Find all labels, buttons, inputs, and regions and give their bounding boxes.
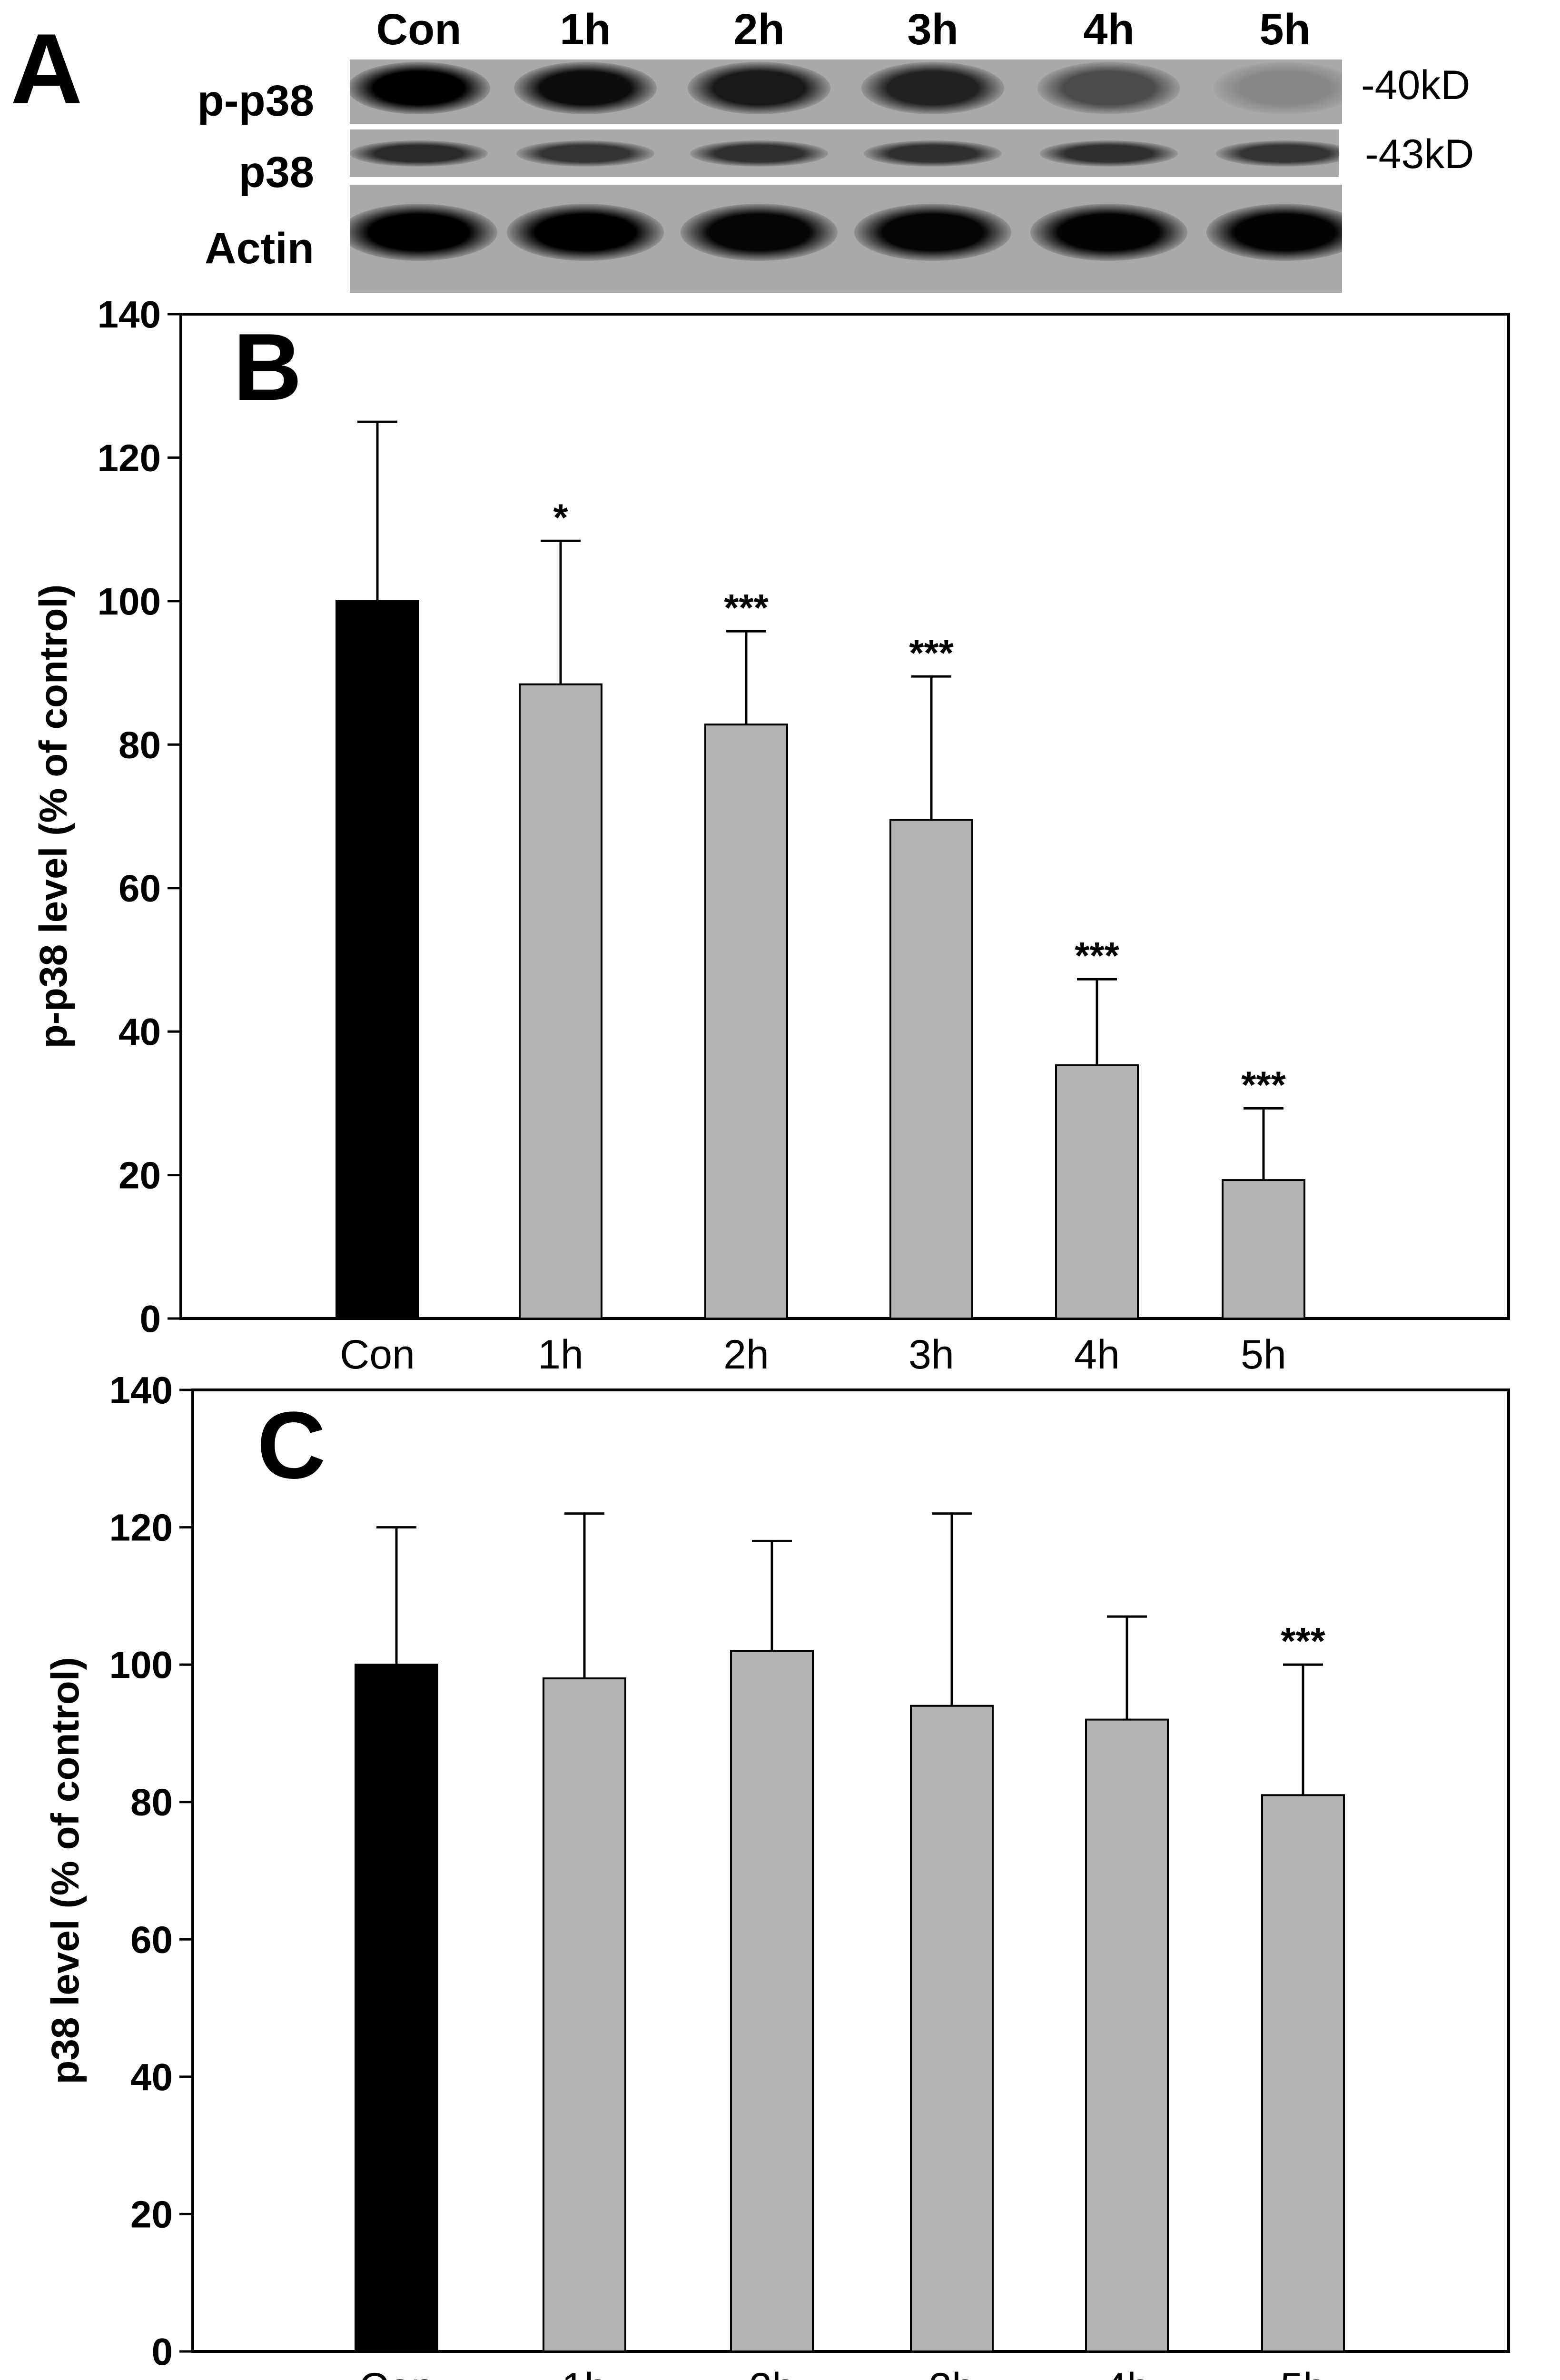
y-tick-label: 140 xyxy=(98,295,161,336)
blot-strip-actin xyxy=(350,185,1342,293)
significance-marker: *** xyxy=(909,632,954,674)
blot-lane-label: 1h xyxy=(560,5,611,54)
bar-5h xyxy=(1261,1794,1345,2352)
blot-lane-label: 2h xyxy=(733,5,785,54)
bar-con xyxy=(336,600,419,1319)
x-tick-label: 4h xyxy=(1104,2365,1150,2380)
y-tick-label: 140 xyxy=(109,1371,173,1411)
y-tick-label: 100 xyxy=(109,1644,173,1686)
x-tick-label: 5h xyxy=(1241,1332,1286,1378)
band-p-p38 xyxy=(1037,62,1180,114)
bar-2h xyxy=(704,724,788,1319)
bar-1h xyxy=(519,683,602,1320)
band-p-p38 xyxy=(514,62,657,114)
blot-lane-label: 4h xyxy=(1083,5,1135,54)
band-actin xyxy=(507,204,664,261)
significance-marker: *** xyxy=(1075,934,1119,977)
blot-row-label-actin: Actin xyxy=(205,224,314,273)
bar-3h xyxy=(910,1705,994,2353)
x-tick-label: 4h xyxy=(1074,1332,1120,1378)
bar-1h xyxy=(543,1677,626,2352)
blot-strip-p-p38 xyxy=(350,60,1342,124)
band-actin xyxy=(1206,204,1342,261)
panel-letter: B xyxy=(233,314,302,420)
bar-3h xyxy=(889,819,973,1319)
plot-frame xyxy=(179,313,1510,1320)
y-tick-label: 120 xyxy=(98,436,161,479)
x-tick-label: 1h xyxy=(538,1332,583,1378)
x-tick-label: 2h xyxy=(749,2365,795,2380)
x-tick-label: 1h xyxy=(562,2365,607,2380)
bar-4h xyxy=(1055,1064,1139,1319)
x-tick-label: 2h xyxy=(723,1332,769,1378)
y-tick-label: 0 xyxy=(152,2330,173,2373)
y-tick-label: 100 xyxy=(98,580,161,623)
y-tick-label: 20 xyxy=(118,1154,161,1197)
y-tick-label: 20 xyxy=(130,2193,173,2235)
y-axis-label: p-p38 level (% of control) xyxy=(32,585,75,1049)
y-tick-label: 80 xyxy=(130,1781,173,1824)
band-p38 xyxy=(1040,140,1178,167)
significance-marker: *** xyxy=(724,586,769,629)
band-p-p38 xyxy=(1214,62,1342,114)
x-tick-label: Con xyxy=(359,2365,434,2380)
band-p38 xyxy=(864,140,1002,167)
y-tick-label: 40 xyxy=(130,2056,173,2098)
marker-label-43kd: -43kD xyxy=(1365,131,1474,177)
y-tick-label: 120 xyxy=(109,1507,173,1549)
x-tick-label: Con xyxy=(340,1332,415,1378)
y-tick-label: 80 xyxy=(118,724,161,766)
blot-strip-p38 xyxy=(350,129,1339,177)
y-tick-label: 60 xyxy=(118,867,161,910)
band-actin xyxy=(350,204,497,261)
blot-lane-label: 5h xyxy=(1259,5,1311,54)
significance-marker: *** xyxy=(1241,1063,1286,1106)
x-tick-label: 5h xyxy=(1280,2365,1326,2380)
band-actin xyxy=(681,204,838,261)
band-p-p38 xyxy=(861,62,1004,114)
blot-lane-label: 3h xyxy=(907,5,958,54)
bar-con xyxy=(355,1664,438,2353)
blot-row-label-p-p38: p-p38 xyxy=(197,77,314,125)
significance-marker: * xyxy=(553,496,568,538)
chart-b: 0 20 40 60 80 100 120 140 p-p38 level (% of cont… xyxy=(32,295,1510,1378)
y-tick-label: 60 xyxy=(130,1918,173,1961)
y-axis-label: p38 level (% of control) xyxy=(44,1657,87,2084)
x-tick-label: 3h xyxy=(908,1332,954,1378)
band-p-p38 xyxy=(688,62,830,114)
blot-row-label-p38: p38 xyxy=(238,148,314,197)
x-tick-label: 3h xyxy=(929,2365,975,2380)
chart-c: 0 20 40 60 80 100 120 140 p38 level (% of contro… xyxy=(44,1371,1510,2380)
y-tick-label: 40 xyxy=(118,1011,161,1053)
panel-letter: C xyxy=(257,1392,326,1498)
band-actin xyxy=(1030,204,1187,261)
band-p38 xyxy=(690,140,828,167)
band-p-p38 xyxy=(350,62,490,114)
marker-label-40kd: -40kD xyxy=(1361,62,1471,108)
plot-frame xyxy=(191,1388,1510,2353)
band-p38 xyxy=(516,140,654,167)
band-actin xyxy=(854,204,1011,261)
panel-a-letter: A xyxy=(10,13,83,125)
bar-2h xyxy=(730,1650,814,2352)
bar-5h xyxy=(1222,1179,1305,1320)
band-p38 xyxy=(1216,140,1339,167)
band-p38 xyxy=(350,140,488,167)
bar-4h xyxy=(1085,1718,1169,2352)
y-tick-label: 0 xyxy=(140,1298,161,1340)
significance-marker: *** xyxy=(1281,1620,1325,1662)
blot-lane-label: Con xyxy=(376,5,462,54)
